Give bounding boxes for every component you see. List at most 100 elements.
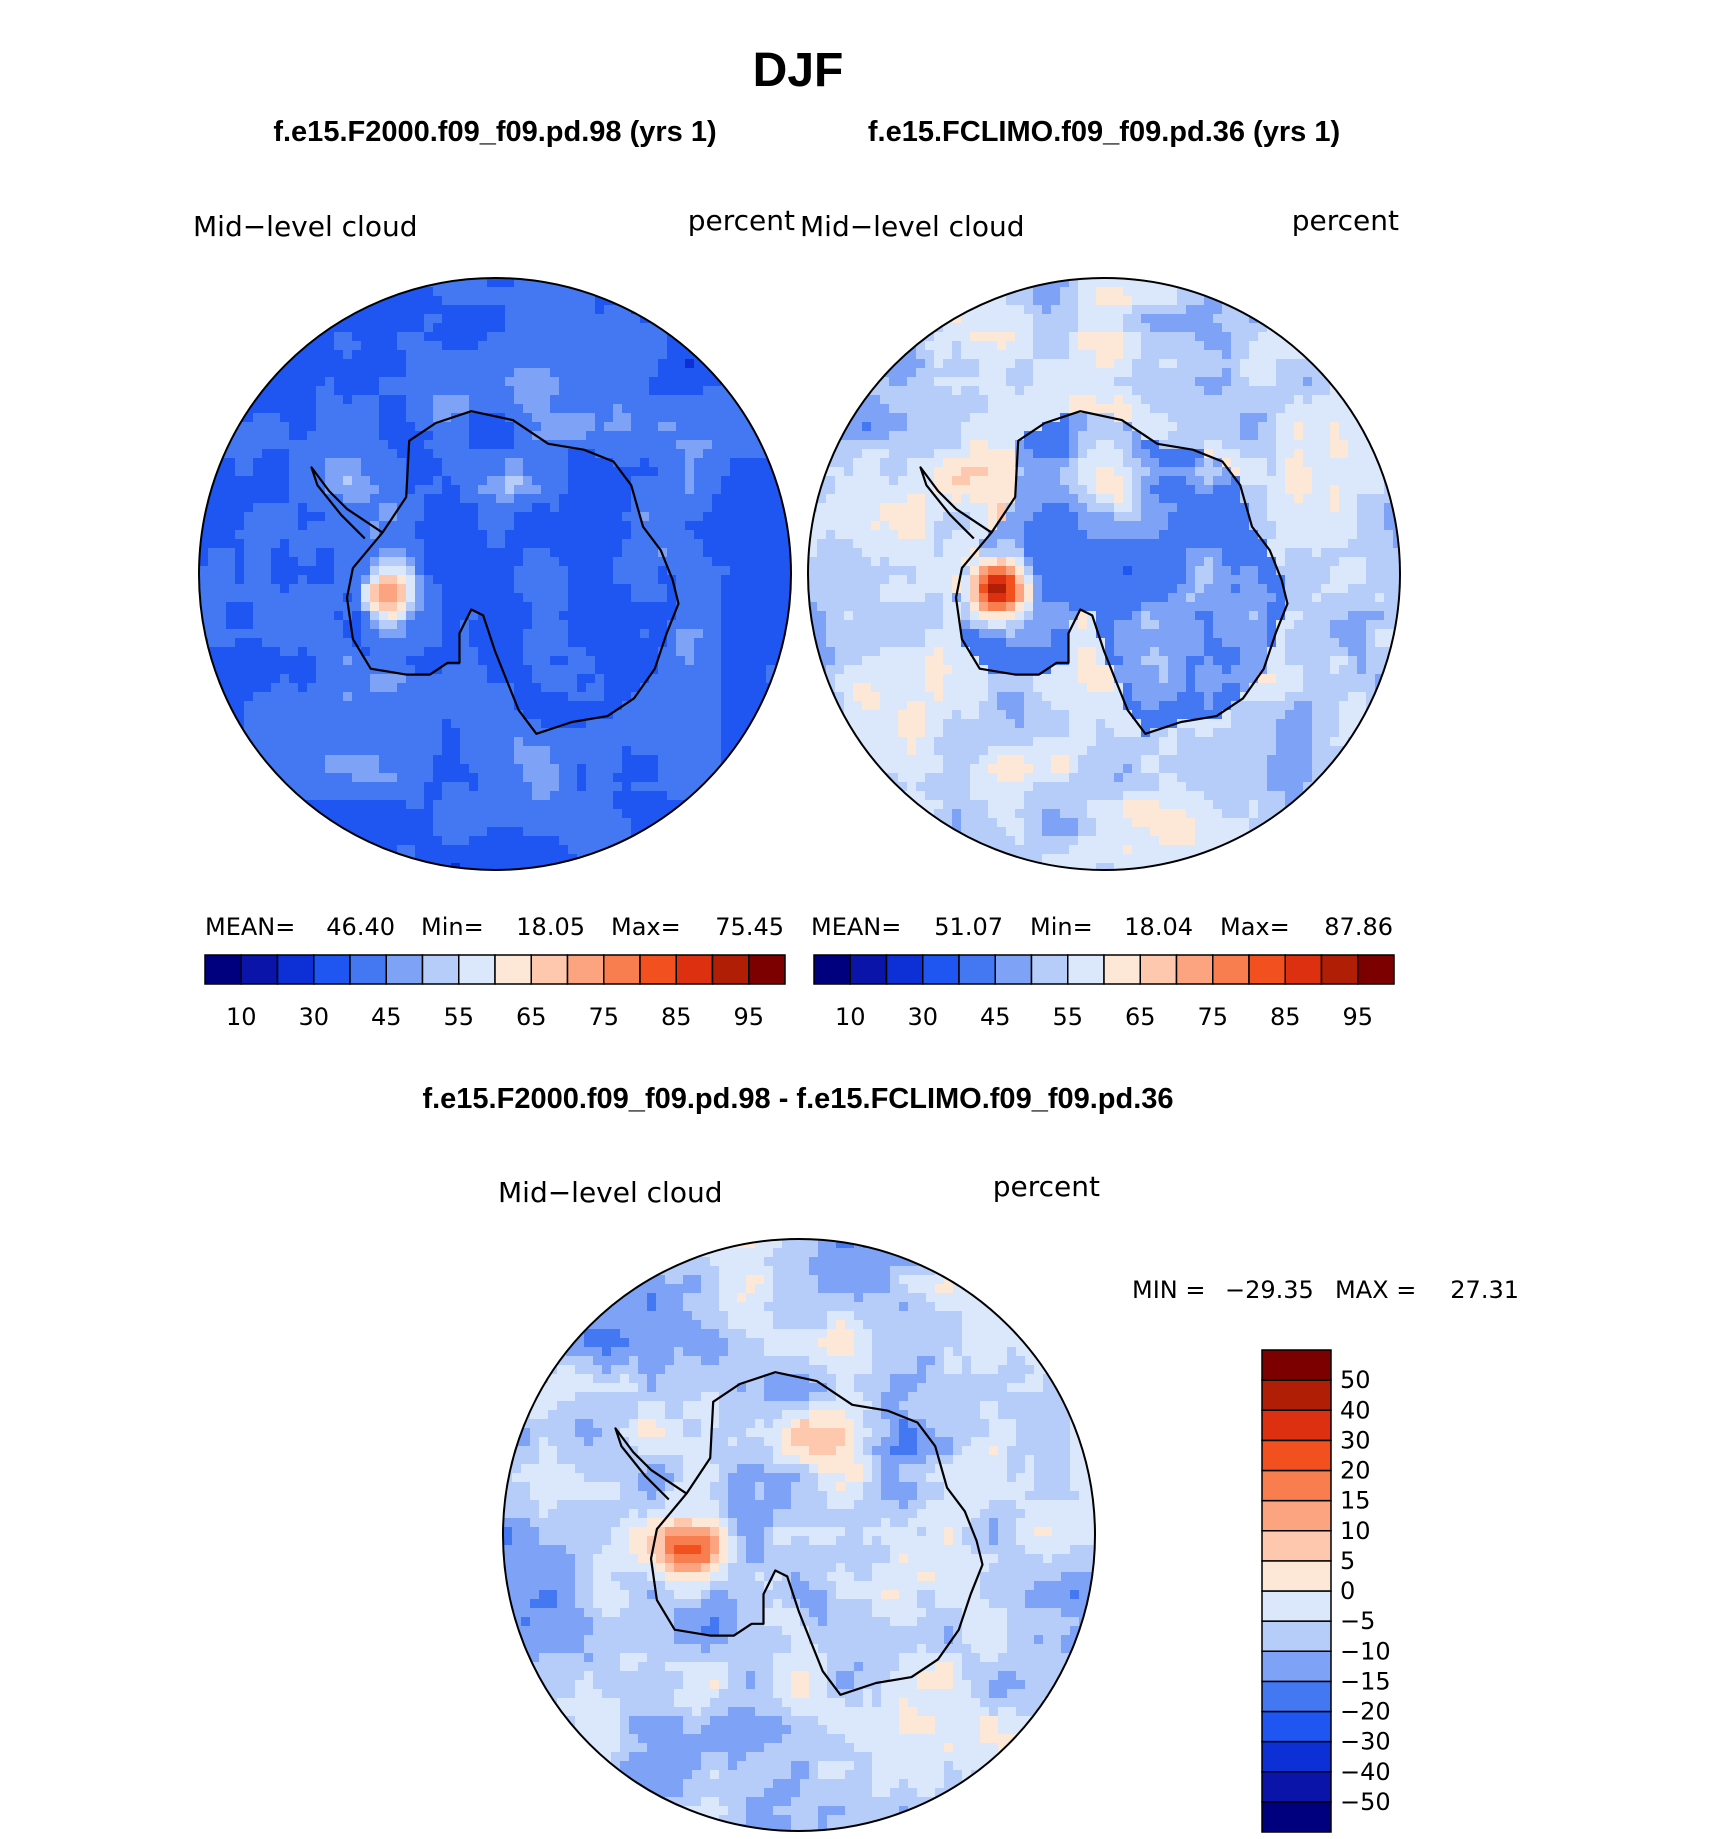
panel-a-field-cell: [406, 278, 416, 288]
panel-a-field-cell: [631, 620, 641, 630]
panel-b-field-cell: [1186, 503, 1196, 513]
panel-a-field-cell: [424, 359, 434, 369]
panel-b-field-cell: [1069, 503, 1079, 513]
panel-a-field-cell: [775, 530, 785, 540]
panel-a-field-cell: [325, 692, 335, 702]
panel-b-field-cell: [1195, 449, 1205, 459]
panel-a-field-cell: [244, 584, 254, 594]
panel-a-field-cell: [343, 728, 353, 738]
panel-a-field-cell: [397, 296, 407, 306]
panel-a-field-cell: [361, 395, 371, 405]
panel-a-field-cell: [343, 800, 353, 810]
panel-a-field-cell: [343, 332, 353, 342]
panel-b-field-cell: [1249, 395, 1259, 405]
panel-a-field-cell: [532, 341, 542, 351]
panel-a-map: [199, 278, 791, 870]
panel-b-field-cell: [1051, 422, 1061, 432]
panel-a-field-cell: [361, 773, 371, 783]
panel-b-field-cell: [952, 323, 962, 333]
panel-a-field-cell: [424, 737, 434, 747]
panel-a-field-cell: [226, 539, 236, 549]
panel-a-field-cell: [622, 602, 632, 612]
panel-a-field-cell: [370, 593, 380, 603]
panel-a-field-cell: [379, 710, 389, 720]
panel-b-field-cell: [1231, 449, 1241, 459]
panel-a-field-cell: [325, 521, 335, 531]
panel-a-field-cell: [316, 467, 326, 477]
panel-a-field-cell: [622, 467, 632, 477]
panel-a-field-cell: [550, 521, 560, 531]
panel-a-field-cell: [415, 467, 425, 477]
panel-a-field-cell: [289, 548, 299, 558]
panel-a-field-cell: [298, 377, 308, 387]
panel-a-field-cell: [244, 638, 254, 648]
panel-a-field-cell: [451, 566, 461, 576]
panel-b-field-cell: [1204, 359, 1214, 369]
panel-b-field-cell: [970, 386, 980, 396]
panel-a-field-cell: [577, 503, 587, 513]
panel-a-field-cell: [694, 575, 704, 585]
panel-a-field-cell: [424, 296, 434, 306]
panel-a-field-cell: [532, 575, 542, 585]
panel-a-field-cell: [352, 674, 362, 684]
panel-a-field-cell: [694, 431, 704, 441]
panel-a-field-cell: [397, 341, 407, 351]
panel-a-field-cell: [577, 323, 587, 333]
panel-a-field-cell: [523, 638, 533, 648]
panel-a-field-cell: [595, 854, 605, 864]
panel-a-field-cell: [334, 764, 344, 774]
panel-a-field-cell: [559, 422, 569, 432]
panel-a-field-cell: [388, 584, 398, 594]
panel-a-field-cell: [370, 692, 380, 702]
panel-b-field-cell: [1240, 485, 1250, 495]
panel-a-field-cell: [379, 350, 389, 360]
panel-b-field-cell: [1096, 287, 1106, 297]
panel-b-field-cell: [1231, 341, 1241, 351]
panel-b-field-cell: [826, 494, 836, 504]
panel-b-field-cell: [1105, 431, 1115, 441]
panel-a-field-cell: [631, 809, 641, 819]
panel-a-field-cell: [703, 521, 713, 531]
panel-a-field-cell: [343, 521, 353, 531]
panel-a-field-cell: [262, 386, 272, 396]
panel-a-field-cell: [433, 422, 443, 432]
panel-a-field-cell: [622, 503, 632, 513]
panel-a-field-cell: [613, 395, 623, 405]
panel-b-field-cell: [1231, 440, 1241, 450]
panel-a-field-cell: [685, 629, 695, 639]
panel-b-field-cell: [1006, 413, 1016, 423]
panel-a-field-cell: [325, 656, 335, 666]
panel-b-field-cell: [970, 341, 980, 351]
panel-a-field-cell: [433, 512, 443, 522]
panel-a-field-cell: [451, 800, 461, 810]
panel-a-field-cell: [739, 548, 749, 558]
panel-a-field-cell: [604, 575, 614, 585]
panel-a-field-cell: [586, 746, 596, 756]
panel-a-field-cell: [757, 575, 767, 585]
panel-a-field-cell: [514, 845, 524, 855]
panel-a-field-cell: [748, 557, 758, 567]
panel-a-field-cell: [478, 296, 488, 306]
panel-a-field-cell: [208, 611, 218, 621]
panel-a-field-cell: [334, 386, 344, 396]
panel-a-field-cell: [541, 584, 551, 594]
panel-b-field-cell: [1177, 296, 1187, 306]
panel-a-field-cell: [631, 422, 641, 432]
panel-b-field-cell: [1213, 440, 1223, 450]
panel-b-field-cell: [934, 494, 944, 504]
panel-a-field-cell: [550, 602, 560, 612]
panel-b-field-cell: [979, 287, 989, 297]
panel-a-field-cell: [208, 629, 218, 639]
panel-a-field-cell: [433, 755, 443, 765]
panel-b-field-cell: [853, 422, 863, 432]
panel-b-field-cell: [907, 350, 917, 360]
panel-b-field-cell: [1060, 278, 1070, 288]
panel-b-field-cell: [979, 323, 989, 333]
panel-a-field-cell: [667, 584, 677, 594]
panel-b-field-cell: [1024, 323, 1034, 333]
panel-a-field-cell: [676, 476, 686, 486]
panel-a-units: percent: [688, 204, 795, 237]
panel-b-field-cell: [1033, 341, 1043, 351]
panel-a-field-cell: [649, 521, 659, 531]
panel-a-field-cell: [640, 485, 650, 495]
